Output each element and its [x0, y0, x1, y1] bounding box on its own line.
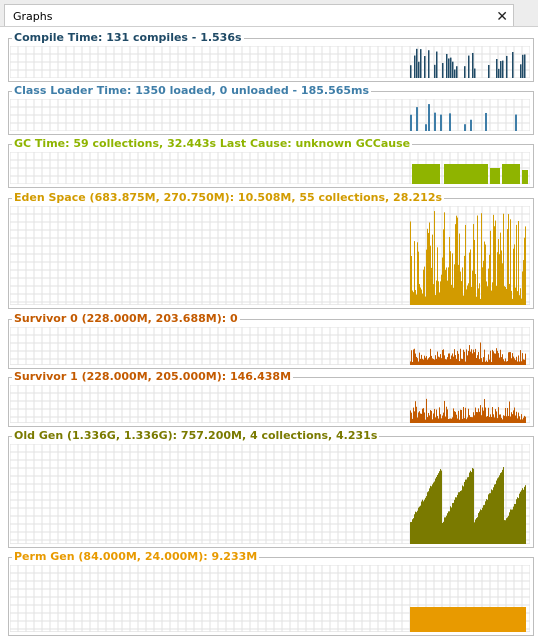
panel-title-old-gen: Old Gen (1.336G, 1.336G): 757.200M, 4 co… — [12, 430, 379, 442]
panel-title-compile-time: Compile Time: 131 compiles - 1.536s — [12, 32, 244, 44]
graph-compile-time — [10, 46, 530, 78]
graph-gc-time — [10, 152, 530, 184]
panel-compile-time: Compile Time: 131 compiles - 1.536s — [8, 32, 534, 82]
graph-survivor-1 — [10, 385, 530, 423]
close-icon[interactable]: ✕ — [496, 10, 508, 24]
panel-title-survivor-0: Survivor 0 (228.000M, 203.688M): 0 — [12, 313, 240, 325]
panel-title-eden-space: Eden Space (683.875M, 270.750M): 10.508M… — [12, 192, 444, 204]
panel-title-survivor-1: Survivor 1 (228.000M, 205.000M): 146.438… — [12, 371, 293, 383]
panel-title-gc-time: GC Time: 59 collections, 32.443s Last Ca… — [12, 138, 412, 150]
panel-perm-gen: Perm Gen (84.000M, 24.000M): 9.233M — [8, 551, 534, 636]
graph-survivor-0 — [10, 327, 530, 365]
graph-eden-space — [10, 206, 530, 305]
graph-perm-gen — [10, 565, 530, 632]
panel-old-gen: Old Gen (1.336G, 1.336G): 757.200M, 4 co… — [8, 430, 534, 548]
panel-survivor-1: Survivor 1 (228.000M, 205.000M): 146.438… — [8, 371, 534, 427]
panel-title-perm-gen: Perm Gen (84.000M, 24.000M): 9.233M — [12, 551, 259, 563]
tab-title: Graphs — [13, 10, 52, 23]
tab-bar: Graphs ✕ — [0, 0, 538, 27]
graphs-content: Compile Time: 131 compiles - 1.536s Clas… — [0, 27, 538, 640]
panel-class-loader-time: Class Loader Time: 1350 loaded, 0 unload… — [8, 85, 534, 135]
panel-survivor-0: Survivor 0 (228.000M, 203.688M): 0 — [8, 313, 534, 369]
tab-graphs[interactable]: Graphs ✕ — [4, 4, 514, 26]
panel-gc-time: GC Time: 59 collections, 32.443s Last Ca… — [8, 138, 534, 188]
panel-title-class-loader-time: Class Loader Time: 1350 loaded, 0 unload… — [12, 85, 371, 97]
graph-old-gen — [10, 444, 530, 544]
graph-class-loader-time — [10, 99, 530, 131]
panel-eden-space: Eden Space (683.875M, 270.750M): 10.508M… — [8, 192, 534, 309]
